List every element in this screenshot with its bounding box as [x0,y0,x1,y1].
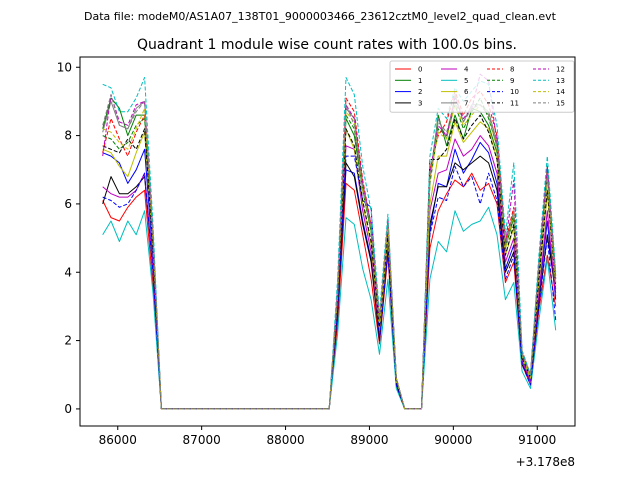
series-line-15 [102,94,557,410]
y-tick-label: 10 [57,60,72,74]
series-line-6 [102,121,557,410]
y-tick-label: 4 [64,265,72,279]
legend-label-4: 4 [464,66,469,74]
legend-label-9: 9 [510,77,514,85]
y-tick-label: 6 [64,197,72,211]
legend-box [389,60,575,113]
legend-label-2: 2 [418,88,422,96]
series-line-5 [102,206,557,410]
figure-suptitle: Data file: modeM0/AS1A07_138T01_90000034… [84,10,557,23]
legend-label-10: 10 [510,88,519,96]
x-tick-label: 86000 [99,433,137,447]
legend-label-7: 7 [464,99,468,107]
legend-label-11: 11 [510,99,519,107]
series-line-13 [102,77,557,410]
series-layer [102,73,557,410]
legend-label-3: 3 [418,99,422,107]
series-line-11 [102,114,557,410]
series-line-10 [102,155,557,410]
legend-label-1: 1 [418,77,422,85]
series-line-8 [102,90,557,410]
legend-label-14: 14 [556,88,565,96]
chart-title: Quadrant 1 module wise count rates with … [137,37,517,53]
series-line-3 [102,155,557,410]
x-tick-label: 90000 [434,433,472,447]
x-tick-label: 87000 [183,433,221,447]
legend-label-5: 5 [464,77,468,85]
series-line-14 [102,104,557,410]
x-tick-label: 89000 [350,433,388,447]
plot-frame [79,56,576,427]
series-line-7 [102,94,557,410]
y-tick-label: 2 [64,334,72,348]
legend-label-8: 8 [510,66,514,74]
legend-label-6: 6 [464,88,469,96]
legend-label-13: 13 [556,77,565,85]
legend-label-12: 12 [556,66,565,74]
y-tick-label: 0 [64,402,72,416]
series-line-2 [102,141,557,410]
legend-label-15: 15 [556,99,565,107]
x-tick-label: 91000 [518,433,556,447]
legend-label-0: 0 [418,66,422,74]
x-offset-label: +3.178e8 [516,455,575,469]
y-tick-label: 8 [64,129,72,143]
x-tick-label: 88000 [266,433,304,447]
